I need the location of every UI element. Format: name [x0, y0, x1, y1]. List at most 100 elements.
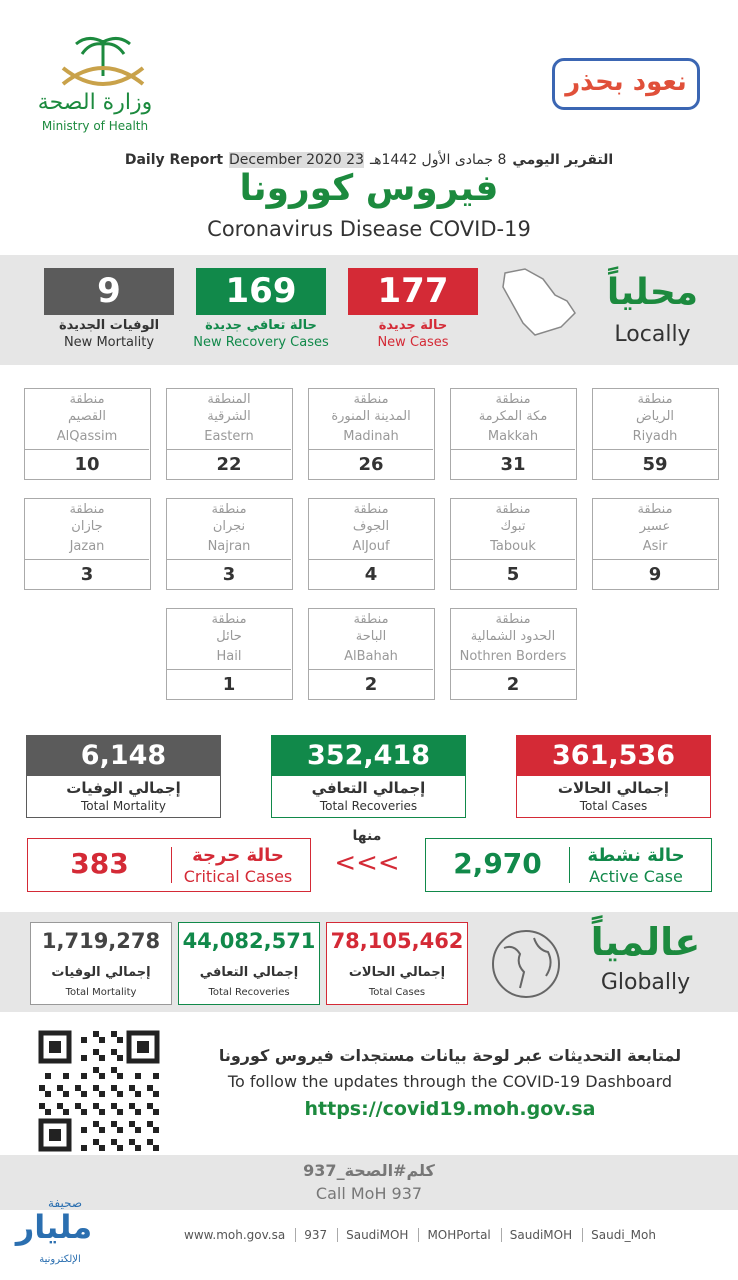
- local-stat-value: 169: [196, 268, 326, 315]
- total-value: 361,536: [517, 736, 710, 776]
- critical-label-en: Critical Cases: [183, 867, 293, 886]
- region-name-ar: المدينة المنورة: [331, 409, 411, 424]
- call-ar: كلم#الصحة_937: [303, 1161, 435, 1180]
- local-stat-label-en: New Cases: [377, 335, 449, 350]
- total-card: 6,148 إجمالي الوفيات Total Mortality: [26, 735, 221, 818]
- region-value: 1: [167, 669, 291, 699]
- total-value: 352,418: [272, 736, 465, 776]
- total-label-en: Total Cases: [579, 799, 648, 813]
- total-card: 352,418 إجمالي التعافي Total Recoveries: [271, 735, 466, 818]
- logo-ar: وزارة الصحة: [37, 90, 153, 115]
- region-prefix: منطقة: [69, 392, 105, 407]
- region-card: منطقة الجوف AlJouf 4: [308, 498, 435, 590]
- region-name-en: Hail: [216, 649, 242, 664]
- region-value: 3: [167, 559, 291, 589]
- report-en: Daily Report: [124, 152, 224, 168]
- report-ar: التقرير اليومي: [512, 152, 614, 168]
- region-prefix: المنطقة: [207, 392, 251, 407]
- globe: [492, 930, 560, 998]
- region-value: 31: [451, 449, 575, 479]
- total-card: 361,536 إجمالي الحالات Total Cases: [516, 735, 711, 818]
- region-prefix: منطقة: [211, 502, 247, 517]
- total-label-en: Total Mortality: [80, 799, 166, 813]
- global-label-en: Globally: [600, 970, 691, 995]
- total-label-ar: إجمالي الحالات: [557, 779, 670, 797]
- watermark-main: مليار: [15, 1208, 93, 1246]
- region-card: منطقة المدينة المنورة Madinah 26: [308, 388, 435, 480]
- global-label-ar: إجمالي التعافي: [199, 965, 299, 980]
- region-card: منطقة الحدود الشمالية Nothren Borders 2: [450, 608, 577, 700]
- local-stat-label-en: New Mortality: [63, 335, 155, 350]
- region-name-en: Riyadh: [632, 429, 678, 444]
- total-value: 6,148: [27, 736, 220, 776]
- divider: [171, 847, 172, 883]
- of-which: منها: [352, 828, 382, 844]
- footer-link[interactable]: Saudi_Moh: [582, 1228, 656, 1242]
- total-label-en: Total Recoveries: [319, 799, 418, 813]
- local-stat-value: 177: [348, 268, 478, 315]
- footer-links: www.moh.gov.sa 937 SaudiMOH MOHPortal SaudiM…: [110, 1228, 730, 1242]
- region-card: منطقة جازان Jazan 3: [24, 498, 151, 590]
- region-name-en: Najran: [207, 539, 251, 554]
- region-prefix: منطقة: [353, 502, 389, 517]
- region-card: منطقة مكة المكرمة Makkah 31: [450, 388, 577, 480]
- palm-swords: [61, 37, 145, 86]
- ksa-map: [495, 265, 580, 340]
- global-value: 78,105,462: [330, 929, 464, 953]
- global-label-ar: إجمالي الحالات: [348, 965, 446, 980]
- global-label-ar: عالمياً: [590, 920, 701, 964]
- footer-link[interactable]: 937: [295, 1228, 327, 1242]
- footer-link[interactable]: www.moh.gov.sa: [184, 1228, 286, 1242]
- global-label-en: Total Mortality: [65, 987, 137, 998]
- global-label-en: Total Recoveries: [208, 987, 290, 998]
- divider: [569, 847, 570, 883]
- region-name-ar: مكة المكرمة: [478, 409, 548, 424]
- global-card: 1,719,278 إجمالي الوفيات Total Mortality: [30, 922, 172, 1005]
- title-ar: فيروس كورونا: [239, 168, 499, 209]
- report-hijri: 8 جمادى الأول 1442هـ: [369, 152, 507, 168]
- region-card: منطقة تبوك Tabouk 5: [450, 498, 577, 590]
- region-value: 9: [593, 559, 717, 589]
- footer-link[interactable]: MOHPortal: [418, 1228, 491, 1242]
- region-card: منطقة الرياض Riyadh 59: [592, 388, 719, 480]
- region-name-en: Nothren Borders: [459, 649, 567, 664]
- call-band: [0, 1155, 738, 1210]
- region-name-ar: القصيم: [68, 409, 106, 424]
- region-value: 3: [25, 559, 149, 589]
- region-name-en: Jazan: [69, 539, 105, 554]
- region-prefix: منطقة: [495, 612, 531, 627]
- region-name-ar: عسير: [639, 519, 671, 534]
- region-prefix: منطقة: [637, 392, 673, 407]
- title-en: Coronavirus Disease COVID-19: [207, 217, 531, 241]
- watermark-bottom: الإلكترونية: [39, 1254, 81, 1265]
- region-prefix: منطقة: [69, 502, 105, 517]
- region-value: 59: [593, 449, 717, 479]
- region-name-ar: حائل: [216, 629, 242, 644]
- report-date: 23 December 2020: [229, 152, 364, 168]
- qr: [38, 1030, 160, 1152]
- region-value: 10: [25, 449, 149, 479]
- region-name-ar: تبوك: [500, 519, 526, 534]
- region-name-ar: الجوف: [352, 519, 390, 534]
- footer-link[interactable]: SaudiMOH: [500, 1228, 572, 1242]
- region-name-en: Tabouk: [490, 539, 536, 554]
- global-card: 78,105,462 إجمالي الحالات Total Cases: [326, 922, 468, 1005]
- local-stat-label-ar: حالة تعافي جديدة: [205, 318, 317, 333]
- region-prefix: منطقة: [353, 392, 389, 407]
- map-outline: [502, 268, 576, 336]
- region-value: 5: [451, 559, 575, 589]
- region-value: 4: [309, 559, 433, 589]
- local-label-en: Locally: [614, 322, 691, 347]
- globe-icon: [490, 928, 562, 1000]
- region-value: 2: [309, 669, 433, 699]
- region-name-en: Eastern: [204, 429, 254, 444]
- watermark-top: صحيفة: [47, 1196, 83, 1210]
- report-line: التقرير اليومي 8 جمادى الأول 1442هـ 23 Dec…: [0, 152, 738, 168]
- critical-value: 383: [70, 847, 129, 880]
- logo-icon: [58, 32, 148, 92]
- footer-link[interactable]: SaudiMOH: [337, 1228, 408, 1242]
- active-label-ar: حالة نشطة: [587, 845, 685, 866]
- local-stat-label-ar: حالة جديدة: [378, 318, 448, 333]
- region-name-ar: نجران: [212, 519, 246, 534]
